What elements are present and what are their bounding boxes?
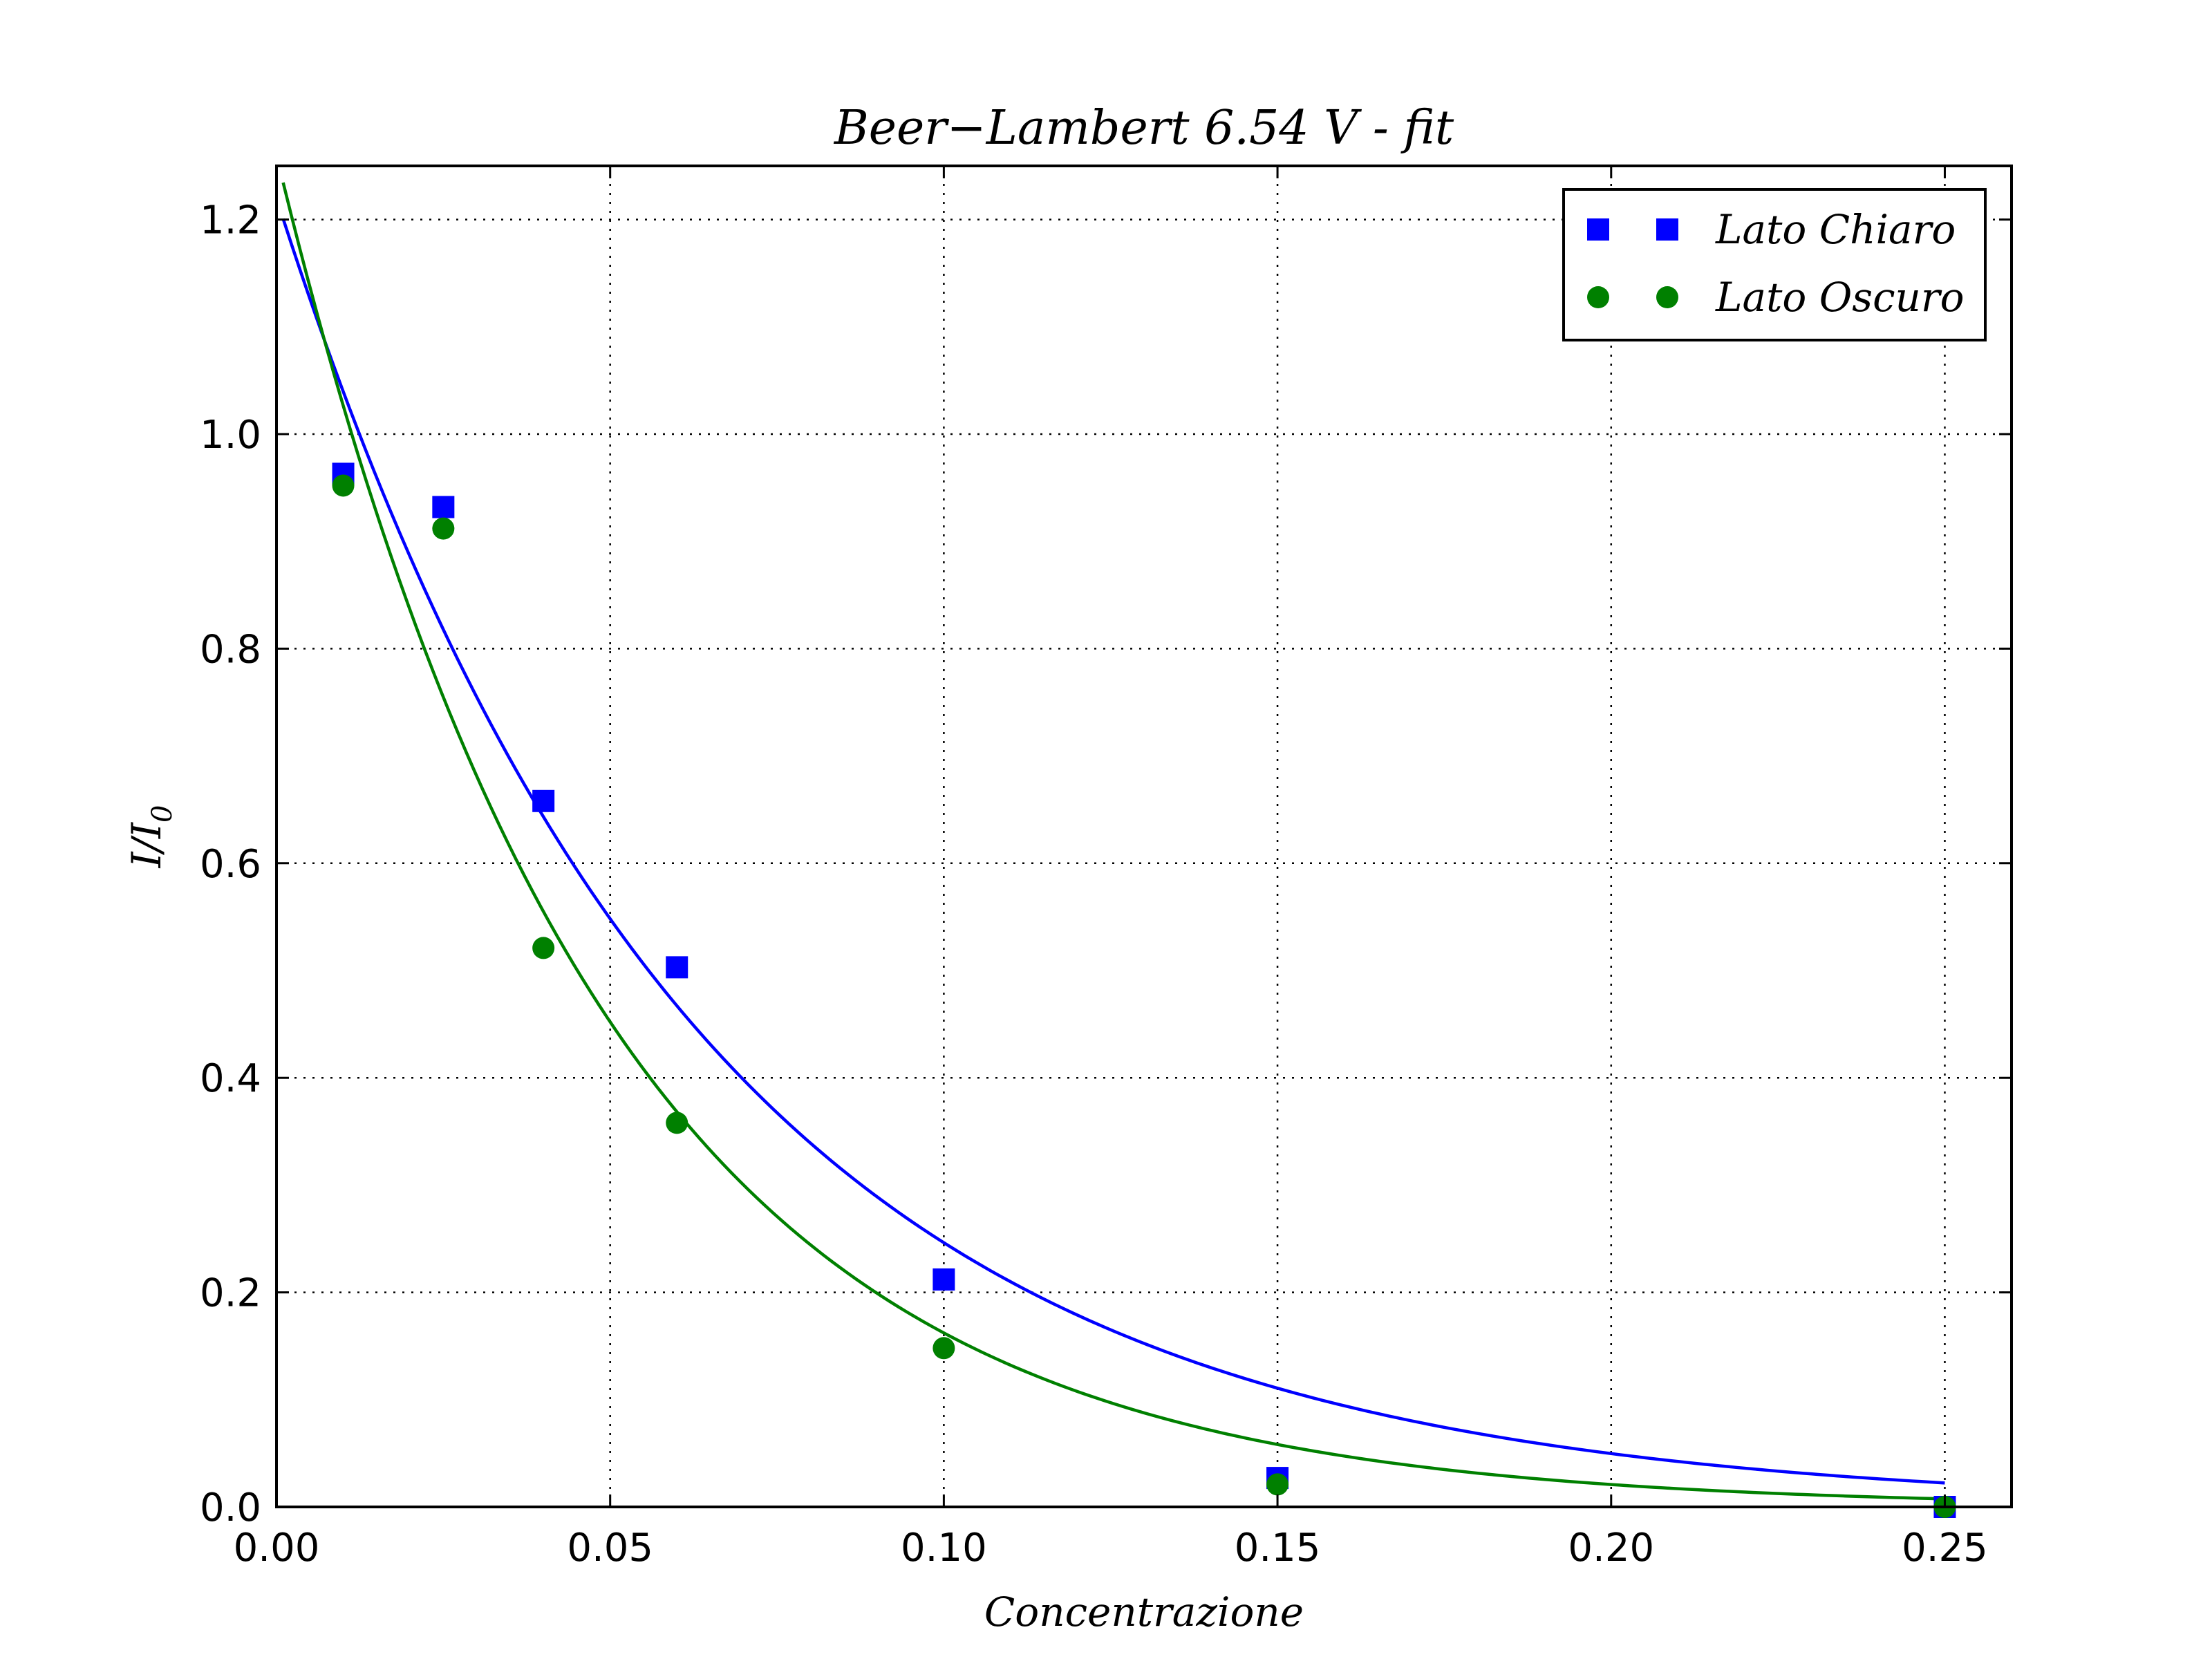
tick-labels: 0.00 0.05 0.10 0.15 0.20 0.25 0.0 0.2 0.4 0.6 0.8 1… (200, 198, 1988, 1571)
grid (275, 166, 2012, 1508)
fit-curves (281, 182, 1945, 1501)
legend-marker-circle (1587, 286, 1609, 308)
data-point-circle (332, 474, 355, 497)
y-tick-label: 1.0 (200, 413, 261, 458)
legend-box (1562, 188, 1987, 341)
x-tick-label: 0.15 (1235, 1526, 1321, 1571)
data-point-circle (666, 1112, 688, 1134)
y-axis-label-main: I/I (123, 822, 170, 868)
data-point-square (532, 789, 555, 812)
data-point-circle (1266, 1473, 1289, 1496)
y-tick-label: 0.6 (200, 842, 261, 887)
data-point-circle (432, 517, 455, 540)
legend-entry-lato-chiaro: Lato Chiaro (1587, 206, 1956, 253)
fit-curve (281, 218, 1945, 1485)
data-points (332, 462, 1956, 1518)
legend-marker-square (1587, 218, 1609, 241)
x-tick-label: 0.10 (901, 1526, 987, 1571)
y-tick-label: 0.2 (200, 1271, 261, 1316)
legend-label-lato-oscuro: Lato Oscuro (1715, 274, 1965, 321)
data-point-circle (532, 937, 555, 959)
legend: Lato Chiaro Lato Oscuro (1562, 188, 1987, 341)
data-point-square (932, 1268, 955, 1291)
chart-title: Beer−Lambert 6.54 V - fit (833, 101, 1454, 156)
x-tick-label: 0.25 (1902, 1526, 1988, 1571)
legend-label-lato-chiaro: Lato Chiaro (1715, 206, 1956, 253)
y-axis-label: I/I0 (123, 805, 178, 869)
legend-marker-square (1656, 218, 1678, 241)
x-tick-label: 0.05 (567, 1526, 653, 1571)
plot-frame (275, 165, 2013, 1508)
y-tick-label: 1.2 (200, 198, 261, 243)
y-axis-label-subscript: 0 (147, 805, 178, 823)
y-tick-label: 0.0 (200, 1485, 261, 1530)
x-axis-label: Concentrazione (984, 1588, 1304, 1635)
data-point-square (432, 496, 455, 518)
legend-entry-lato-oscuro: Lato Oscuro (1587, 274, 1965, 321)
y-tick-label: 0.8 (200, 627, 261, 672)
data-point-square (666, 956, 688, 979)
legend-marker-circle (1656, 286, 1678, 308)
x-tick-label: 0.00 (234, 1526, 320, 1571)
axis-ticks (275, 166, 2012, 1508)
y-tick-label: 0.4 (200, 1056, 261, 1101)
x-tick-label: 0.20 (1568, 1526, 1654, 1571)
data-point-circle (932, 1337, 955, 1360)
fit-curve (281, 182, 1945, 1501)
